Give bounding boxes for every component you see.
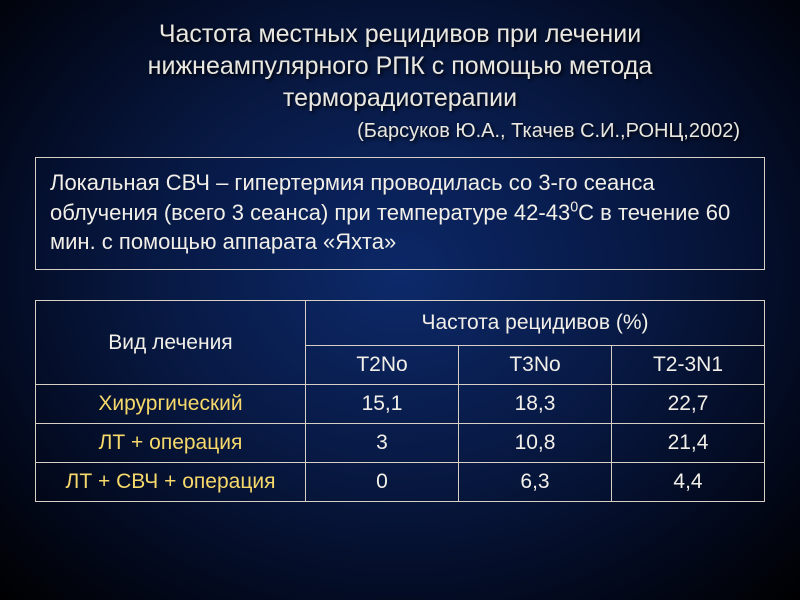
cell: 3 [306, 424, 459, 463]
table-header-row-1: Вид лечения Частота рецидивов (%) [36, 301, 765, 346]
cell: 15,1 [306, 385, 459, 424]
header-sub-2: T2-3N1 [612, 346, 765, 385]
cell: 0 [306, 463, 459, 502]
row-label-0: Хирургический [36, 385, 306, 424]
recurrence-table: Вид лечения Частота рецидивов (%) T2No T… [35, 300, 765, 502]
cell: 18,3 [459, 385, 612, 424]
title-block: Частота местных рецидивов при лечении ни… [40, 18, 760, 143]
header-treatment-type: Вид лечения [36, 301, 306, 385]
row-label-1: ЛТ + операция [36, 424, 306, 463]
note-sup: 0 [570, 199, 578, 215]
cell: 21,4 [612, 424, 765, 463]
table-row: ЛТ + СВЧ + операция 0 6,3 4,4 [36, 463, 765, 502]
table-row: Хирургический 15,1 18,3 22,7 [36, 385, 765, 424]
cell: 4,4 [612, 463, 765, 502]
header-sub-1: T3No [459, 346, 612, 385]
note-box: Локальная СВЧ – гипертермия проводилась … [35, 157, 765, 270]
note-before-sup: Локальная СВЧ – гипертермия проводилась … [50, 170, 655, 225]
title-line-3: терморадиотерапии [283, 84, 517, 112]
slide-title: Частота местных рецидивов при лечении ни… [40, 18, 760, 114]
title-line-2: нижнеампулярного РПК с помощью метода [148, 52, 653, 80]
cell: 6,3 [459, 463, 612, 502]
row-label-2: ЛТ + СВЧ + операция [36, 463, 306, 502]
cell: 22,7 [612, 385, 765, 424]
title-line-1: Частота местных рецидивов при лечении [159, 20, 641, 48]
header-sub-0: T2No [306, 346, 459, 385]
note-text: Локальная СВЧ – гипертермия проводилась … [50, 168, 750, 257]
title-citation: (Барсуков Ю.А., Ткачев С.И.,РОНЦ,2002) [40, 120, 760, 143]
cell: 10,8 [459, 424, 612, 463]
header-recurrence: Частота рецидивов (%) [306, 301, 765, 346]
table-row: ЛТ + операция 3 10,8 21,4 [36, 424, 765, 463]
